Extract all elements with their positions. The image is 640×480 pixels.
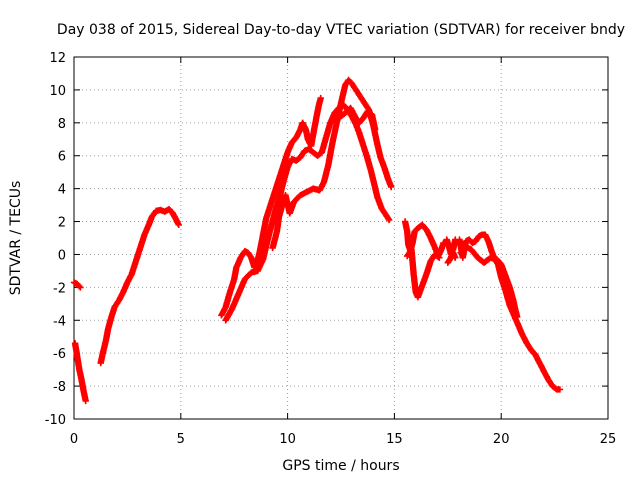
data-layer: [70, 76, 564, 405]
x-axis-label: GPS time / hours: [282, 458, 399, 474]
data-marker: [456, 231, 564, 393]
plot-frame: [73, 56, 609, 420]
series-seg-e1: [401, 218, 447, 260]
x-tick-label: 20: [493, 432, 510, 447]
y-tick-label: 6: [58, 150, 66, 165]
data-marker: [71, 340, 89, 405]
series-seg-f2: [444, 249, 459, 266]
series-seg-e2: [404, 246, 443, 301]
x-tick-label: 10: [279, 432, 296, 447]
data-marker: [404, 246, 443, 301]
data-marker: [70, 279, 84, 291]
tick-layer: 0 5 10 15 20 25 -10 -8 -6 -4 -2 0 2 4 6 8 10 12: [45, 51, 617, 447]
y-tick-label: 0: [58, 248, 66, 263]
series-seg-g: [456, 231, 564, 393]
chart-title: Day 038 of 2015, Sidereal Day-to-day VTE…: [57, 22, 625, 38]
x-tick-label: 15: [386, 432, 403, 447]
x-tick-label: 0: [70, 432, 78, 447]
series-seg-a: [70, 279, 84, 291]
series-seg-c: [97, 206, 182, 367]
data-marker: [97, 206, 182, 367]
data-marker: [218, 94, 324, 319]
x-tick-label: 25: [600, 432, 617, 447]
data-marker: [401, 218, 447, 260]
y-tick-label: -6: [53, 347, 66, 362]
data-marker: [335, 104, 379, 133]
x-tick-label: 5: [177, 432, 185, 447]
series-seg-b: [71, 340, 89, 405]
y-tick-label: 2: [58, 216, 66, 231]
series-seg-d4: [335, 104, 379, 133]
data-marker: [457, 243, 521, 321]
y-tick-label: 4: [58, 183, 66, 198]
y-tick-label: -2: [53, 281, 66, 296]
y-tick-label: -4: [53, 314, 66, 329]
y-tick-label: -10: [45, 413, 66, 428]
series-seg-h: [457, 243, 521, 321]
y-tick-label: 12: [49, 51, 66, 66]
data-marker: [444, 249, 459, 266]
y-tick-label: 10: [49, 84, 66, 99]
y-axis-label: SDTVAR / TECUs: [8, 181, 24, 296]
series-seg-d1: [218, 94, 324, 319]
y-tick-label: -8: [53, 380, 66, 395]
y-tick-label: 8: [58, 117, 66, 132]
